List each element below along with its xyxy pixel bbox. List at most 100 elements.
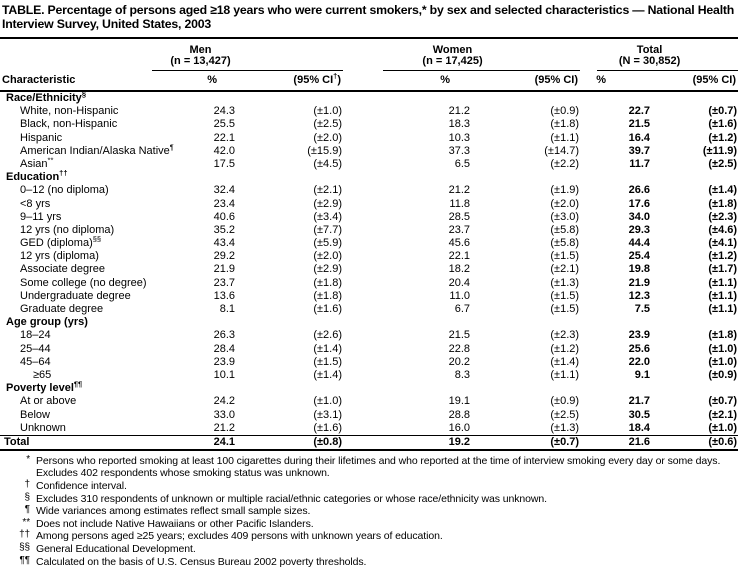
total-ci-cell: (±4.6)	[708, 223, 738, 236]
characteristic-cell: Below	[0, 408, 150, 421]
men-pct-cell: 10.1	[213, 368, 235, 381]
row-label: Race/Ethnicity	[6, 92, 82, 104]
men-ci-header: (95% CI†)	[235, 70, 344, 92]
women-ci-cell: (±14.7)	[544, 144, 580, 157]
row-label: GED (diploma)	[20, 237, 93, 250]
total-ci-cell: (±0.9)	[708, 368, 738, 381]
table-row: 45–64 23.9 (±1.5) 20.2 (±1.4) 22.0 (±1.0)	[0, 356, 738, 369]
total-ci-cell: (±1.8)	[708, 197, 738, 210]
total-group-header: Total (N = 30,852)	[580, 44, 738, 71]
total-ci-cell: (±2.1)	[708, 408, 738, 421]
women-ci-cell: (±0.7)	[470, 434, 581, 451]
characteristic-cell: Age group (yrs)	[0, 316, 738, 329]
total-group-rule: Total (N = 30,852)	[597, 44, 738, 71]
men-ci-cell: (±5.9)	[313, 237, 343, 250]
characteristic-cell: 45–64	[0, 356, 150, 369]
women-ci-cell: (±1.1)	[550, 368, 580, 381]
women-ci-header: (95% CI)	[470, 70, 581, 92]
women-ci-cell: (±2.2)	[550, 157, 580, 170]
women-ci-cell: (±0.9)	[550, 105, 580, 118]
men-pct-cell: 29.2	[213, 250, 235, 263]
total-pct-cell: 21.9	[628, 276, 651, 289]
row-label-sup: ††	[59, 168, 68, 178]
row-label: <8 yrs	[20, 197, 51, 210]
men-ci-cell: (±2.5)	[313, 118, 343, 131]
footnote-text: Among persons aged ≥25 years; excludes 4…	[36, 530, 443, 543]
row-label: Black, non-Hispanic	[20, 118, 118, 131]
footnote-marker: ¶	[24, 504, 30, 516]
row-label-sup: **	[47, 155, 54, 165]
row-label: Education	[6, 171, 60, 184]
total-pct-cell: 22.0	[628, 355, 651, 368]
women-pct-cell: 23.7	[448, 223, 471, 236]
table-row: Hispanic 22.1 (±2.0) 10.3 (±1.1) 16.4 (±1.2)	[0, 131, 738, 144]
footnote-marker: *	[26, 453, 30, 465]
footnote-marker: ¶¶	[19, 554, 30, 566]
women-pct-cell: 19.1	[448, 395, 471, 408]
total-pct-cell: 17.6	[628, 197, 651, 210]
women-pct-cell: 18.3	[448, 118, 471, 131]
women-group-header: Women (n = 17,425)	[343, 44, 581, 71]
table-row: 9–11 yrs 40.6 (±3.4) 28.5 (±3.0) 34.0 (±2.3)	[0, 211, 738, 224]
total-row: Total 24.1 (±0.8) 19.2 (±0.7) 21.6 (±0.6)	[0, 434, 738, 451]
characteristic-cell: 0–12 (no diploma)	[0, 184, 150, 197]
section-row: Age group (yrs)	[0, 316, 738, 329]
women-pct-cell: 20.2	[448, 355, 471, 368]
row-label-sup: ¶¶	[73, 379, 83, 389]
women-pct-cell: 18.2	[448, 263, 471, 276]
total-ci-cell: (±1.0)	[708, 421, 738, 434]
women-group-rule: Women (n = 17,425)	[383, 44, 581, 71]
women-pct-cell: 11.8	[449, 197, 471, 210]
footnote-marker: ††	[19, 529, 30, 541]
women-pct-cell: 21.2	[448, 184, 471, 197]
women-ci-cell: (±1.9)	[550, 184, 580, 197]
total-pct-cell: 30.5	[628, 408, 651, 421]
row-label: Associate degree	[20, 263, 105, 276]
row-label: 18–24	[20, 329, 51, 342]
men-ci-cell: (±2.1)	[313, 184, 343, 197]
total-pct-header: %	[580, 70, 651, 92]
women-pct-cell: 28.8	[448, 408, 471, 421]
footnote: †† Among persons aged ≥25 years; excludes…	[0, 529, 738, 543]
row-label: Undergraduate degree	[20, 289, 131, 302]
men-group-n: (n = 13,427)	[170, 55, 231, 68]
table-row: <8 yrs 23.4 (±2.9) 11.8 (±2.0) 17.6 (±1.8)	[0, 197, 738, 210]
total-ci-cell: (±1.1)	[708, 289, 738, 302]
characteristic-cell: Asian**	[0, 155, 150, 171]
dagger-sup: †	[333, 71, 338, 81]
characteristic-cell: Graduate degree	[0, 303, 150, 316]
row-label-sup: ¶	[169, 142, 174, 152]
men-group-label: Men	[189, 43, 212, 56]
men-pct-header: %	[150, 70, 235, 92]
total-pct-cell: 16.4	[628, 131, 651, 144]
women-ci-cell: (±1.4)	[550, 355, 580, 368]
characteristic-cell: At or above	[0, 395, 150, 408]
women-pct-cell: 6.7	[454, 303, 471, 315]
footnote-text: Does not include Native Hawaiians or oth…	[36, 517, 314, 530]
men-pct-cell: 43.4	[213, 237, 235, 250]
row-label: 25–44	[20, 342, 51, 355]
men-pct-cell: 8.1	[219, 303, 235, 315]
table-row: White, non-Hispanic 24.3 (±1.0) 21.2 (±0.9) 2…	[0, 105, 738, 118]
men-pct-cell: 21.2	[213, 421, 235, 434]
row-label: At or above	[20, 395, 77, 408]
men-pct-cell: 28.4	[213, 342, 235, 355]
men-pct-cell: 23.7	[213, 276, 235, 289]
section-row: Race/Ethnicity§	[0, 90, 738, 105]
women-ci-cell: (±1.1)	[550, 131, 580, 144]
table-body: Race/Ethnicity§ White, non-Hispanic 24.3 (±…	[0, 90, 738, 451]
men-pct-cell: 24.2	[213, 395, 235, 408]
row-label-sup: §§	[92, 234, 102, 244]
men-pct-cell: 24.1	[150, 434, 235, 451]
women-ci-cell: (±1.8)	[550, 118, 580, 131]
total-pct-cell: 11.7	[629, 157, 651, 170]
women-pct-cell: 6.5	[454, 157, 471, 170]
men-ci-cell: (±15.9)	[307, 144, 343, 157]
table-row: Asian** 17.5 (±4.5) 6.5 (±2.2) 11.7 (±2.5)	[0, 155, 738, 171]
characteristic-cell: 12 yrs (no diploma)	[0, 224, 150, 237]
men-pct-cell: 42.0	[213, 144, 235, 157]
women-pct-cell: 19.2	[343, 434, 471, 451]
women-ci-cell: (±5.8)	[550, 237, 580, 250]
total-ci-cell: (±1.0)	[708, 342, 738, 355]
